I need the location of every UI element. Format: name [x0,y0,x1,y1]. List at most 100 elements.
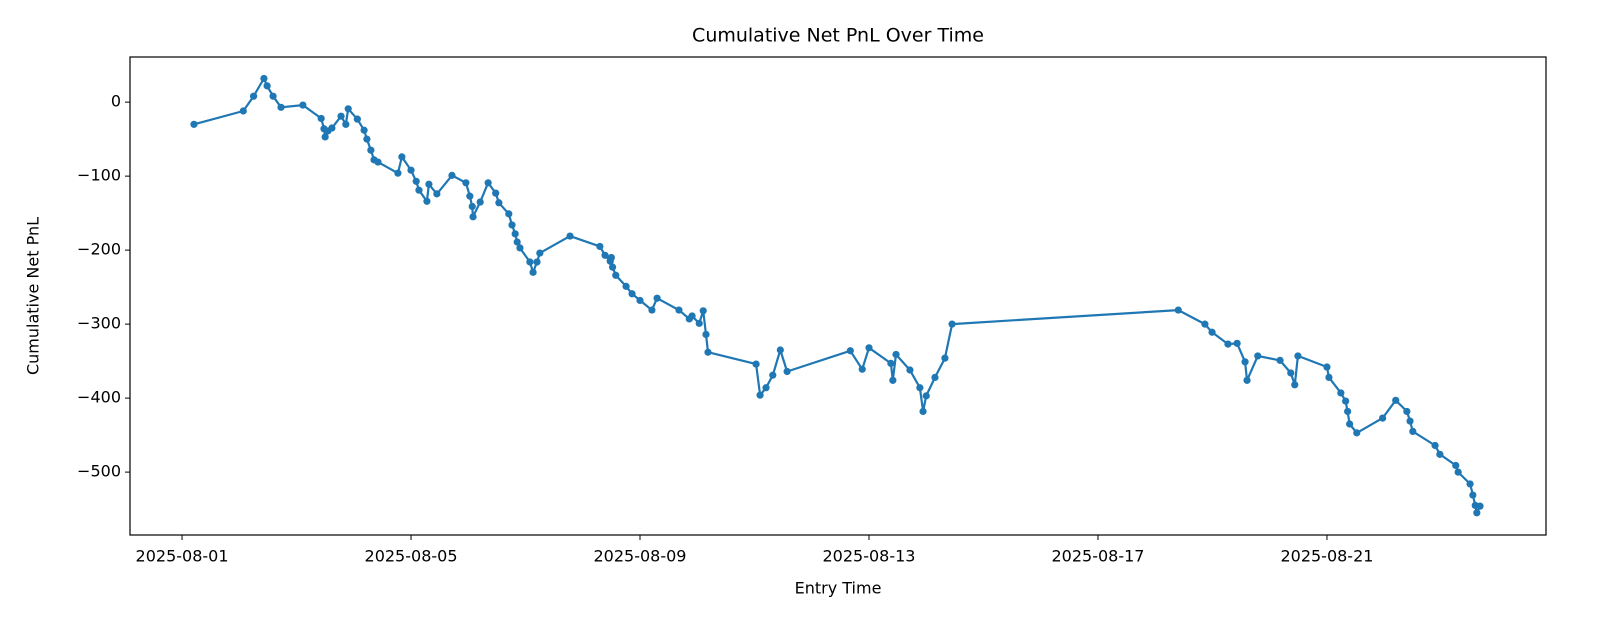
marker [516,244,524,252]
marker [653,294,661,302]
marker [342,120,350,128]
marker [887,359,895,367]
marker [1208,328,1216,336]
marker [769,371,777,379]
marker [648,306,656,314]
marker [919,407,927,416]
marker [505,210,513,218]
y-axis-label: Cumulative Net PnL [24,217,43,375]
marker [260,74,268,83]
marker [675,306,683,314]
marker [476,198,484,206]
marker [699,307,707,315]
marker [508,221,516,229]
y-tick-label: 0 [111,92,121,111]
marker [762,384,770,392]
marker [704,348,712,356]
marker [529,268,537,276]
marker [1276,356,1284,364]
marker [513,238,521,246]
marker [596,242,604,251]
marker [628,290,636,298]
marker [1241,358,1249,366]
marker [423,197,431,205]
plot-frame [129,56,1547,536]
marker [1476,502,1484,510]
marker [566,232,574,240]
marker [360,126,368,134]
y-tick-label: −100 [77,166,121,185]
marker [536,249,544,257]
marker [277,103,285,111]
x-tick-label: 2025-08-17 [1051,547,1144,566]
x-axis-label: Entry Time [795,579,882,598]
marker [695,319,703,327]
marker [892,350,900,359]
marker [1452,461,1460,470]
marker [1403,407,1411,416]
marker [702,330,710,339]
marker [317,114,325,123]
marker [363,135,371,143]
marker [1325,373,1333,381]
marker [1224,340,1232,348]
marker [412,177,420,185]
y-tick-label: −400 [77,388,121,407]
x-tick-label: 2025-08-21 [1280,547,1373,566]
marker [931,373,939,381]
marker [1201,320,1209,328]
marker [846,347,854,355]
marker [263,82,271,90]
marker [889,376,897,384]
marker [906,366,914,374]
marker [783,367,791,376]
marker [328,124,336,132]
marker [922,392,930,400]
marker [1287,369,1295,377]
marker [756,391,764,399]
marker [1406,417,1414,425]
marker [269,92,277,100]
marker [1243,376,1251,384]
x-tick-label: 2025-08-05 [365,547,458,566]
marker [394,169,402,177]
marker [1379,414,1387,422]
marker [1174,306,1182,314]
marker [511,230,519,238]
marker [249,92,258,100]
marker [321,133,329,141]
marker [752,360,760,368]
marker [688,312,696,320]
marker [776,346,784,354]
marker [374,158,382,166]
marker [1346,420,1354,428]
marker [607,253,615,262]
chart-title: Cumulative Net PnL Over Time [692,25,984,47]
marker [858,365,866,373]
marker [466,192,474,200]
y-tick-label: −200 [77,240,121,259]
marker [1323,363,1331,371]
marker [601,251,609,259]
x-tick-label: 2025-08-01 [136,547,229,566]
marker [433,190,441,198]
line [193,77,1481,514]
y-tick-label: −500 [77,462,121,481]
marker [916,384,924,392]
marker [1473,509,1481,517]
marker [1233,339,1241,347]
x-tick-label: 2025-08-09 [594,547,687,566]
marker [495,199,503,207]
marker [1436,450,1444,458]
marker [948,320,956,328]
marker [622,282,630,290]
marker [239,107,247,115]
marker [425,180,433,188]
marker [636,296,644,305]
marker [1392,396,1400,404]
marker [612,271,620,279]
marker [1291,381,1299,389]
marker [337,112,345,120]
